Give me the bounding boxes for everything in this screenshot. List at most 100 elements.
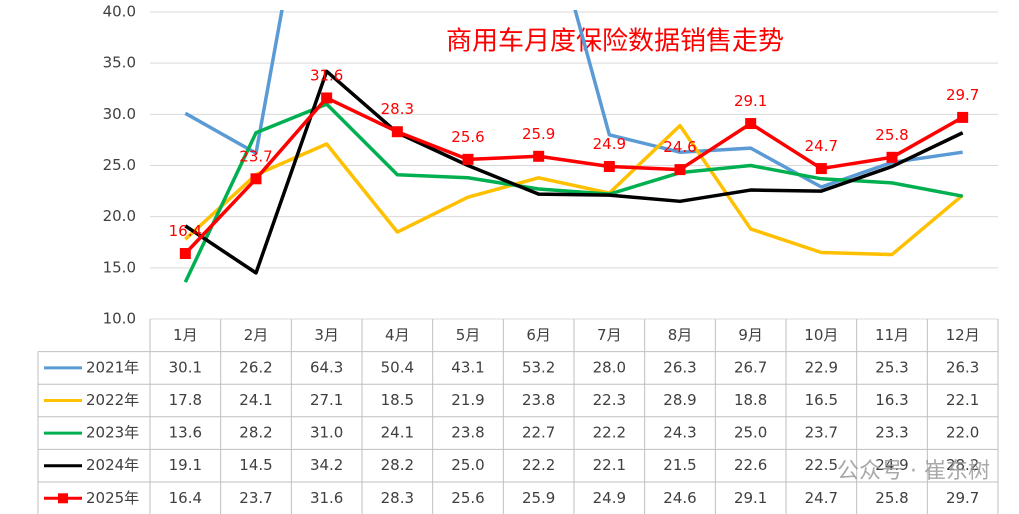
table-cell: 17.8	[169, 391, 202, 409]
marker	[250, 173, 262, 185]
table-cell: 28.2	[381, 456, 414, 474]
marker	[321, 92, 333, 104]
table-cell: 28.2	[239, 424, 272, 442]
table-cell: 43.1	[451, 358, 484, 376]
table-cell: 50.4	[381, 358, 414, 376]
x-tick-label: 3月	[314, 326, 339, 344]
data-label: 28.3	[381, 100, 414, 118]
x-tick-label: 7月	[597, 326, 622, 344]
table-cell: 28.2	[946, 456, 979, 474]
table-cell: 24.3	[663, 424, 696, 442]
table-cell: 22.7	[522, 424, 555, 442]
table-cell: 22.1	[946, 391, 979, 409]
table-cell: 31.6	[310, 489, 343, 507]
x-tick-label: 12月	[946, 326, 980, 344]
table-cell: 24.9	[875, 456, 908, 474]
table-cell: 22.5	[805, 456, 838, 474]
table-cell: 24.7	[805, 489, 838, 507]
table-cell: 22.2	[522, 456, 555, 474]
marker	[674, 164, 686, 176]
table-cell: 22.1	[593, 456, 626, 474]
y-tick-label: 25.0	[103, 156, 136, 174]
table-cell: 18.8	[734, 391, 767, 409]
data-label: 25.8	[875, 126, 908, 144]
series-line	[184, 69, 964, 275]
table-cell: 24.1	[239, 391, 272, 409]
table-cell: 30.1	[169, 358, 202, 376]
x-tick-label: 4月	[385, 326, 410, 344]
table-cell: 29.7	[946, 489, 979, 507]
x-tick-label: 5月	[456, 326, 481, 344]
table-cell: 25.6	[451, 489, 484, 507]
y-tick-label: 10.0	[103, 310, 136, 328]
table-cell: 16.4	[169, 489, 202, 507]
table-cell: 16.5	[805, 391, 838, 409]
table-cell: 25.9	[522, 489, 555, 507]
table-cell: 22.2	[593, 424, 626, 442]
x-tick-label: 8月	[668, 326, 693, 344]
marker	[745, 118, 757, 130]
x-tick-label: 1月	[173, 326, 198, 344]
legend-marker	[58, 493, 68, 504]
x-tick-label: 6月	[526, 326, 551, 344]
table-cell: 22.9	[805, 358, 838, 376]
data-label: 25.9	[522, 125, 555, 143]
series-line	[184, 96, 964, 255]
table-cell: 27.1	[310, 391, 343, 409]
data-label: 25.6	[451, 128, 484, 146]
table-cell: 64.3	[310, 358, 343, 376]
table-cell: 28.0	[593, 358, 626, 376]
table-cell: 22.0	[946, 424, 979, 442]
data-label: 24.7	[805, 137, 838, 155]
table-cell: 53.2	[522, 358, 555, 376]
y-tick-label: 40.0	[103, 3, 136, 21]
marker	[957, 111, 969, 123]
y-tick-label: 35.0	[103, 54, 136, 72]
table-cell: 26.7	[734, 358, 767, 376]
data-label: 29.1	[734, 92, 767, 110]
data-label: 24.9	[593, 135, 626, 153]
legend-label: 2021年	[86, 358, 139, 376]
x-tick-label: 2月	[244, 326, 269, 344]
table-cell: 19.1	[169, 456, 202, 474]
table-cell: 25.8	[875, 489, 908, 507]
data-label: 24.6	[663, 138, 696, 156]
table-cell: 23.3	[875, 424, 908, 442]
legend-label: 2023年	[86, 424, 139, 442]
data-label: 23.7	[239, 147, 272, 165]
x-tick-label: 11月	[875, 326, 909, 344]
marker	[179, 248, 191, 260]
table-cell: 23.8	[451, 424, 484, 442]
data-label: 31.6	[310, 66, 343, 84]
table-cell: 23.7	[805, 424, 838, 442]
table-cell: 16.3	[875, 391, 908, 409]
table-cell: 26.2	[239, 358, 272, 376]
legend-label: 2024年	[86, 456, 139, 474]
table-cell: 23.7	[239, 489, 272, 507]
x-tick-label: 9月	[738, 326, 763, 344]
table-cell: 21.9	[451, 391, 484, 409]
table-cell: 34.2	[310, 456, 343, 474]
table-cell: 28.9	[663, 391, 696, 409]
table-cell: 22.6	[734, 456, 767, 474]
chart-title: 商用车月度保险数据销售走势	[446, 27, 784, 57]
table-cell: 24.6	[663, 489, 696, 507]
marker	[391, 126, 403, 138]
series-line	[184, 10, 963, 189]
series-line	[184, 123, 964, 257]
marker	[886, 151, 898, 163]
marker	[603, 161, 615, 173]
data-label: 16.4	[169, 222, 202, 240]
table-cell: 18.5	[381, 391, 414, 409]
legend-label: 2025年	[86, 489, 139, 507]
table-cell: 26.3	[663, 358, 696, 376]
table-cell: 25.0	[451, 456, 484, 474]
table-cell: 24.9	[593, 489, 626, 507]
y-tick-label: 30.0	[103, 105, 136, 123]
table-cell: 24.1	[381, 424, 414, 442]
table-cell: 29.1	[734, 489, 767, 507]
table-cell: 25.3	[875, 358, 908, 376]
x-tick-label: 10月	[804, 326, 838, 344]
table-cell: 31.0	[310, 424, 343, 442]
